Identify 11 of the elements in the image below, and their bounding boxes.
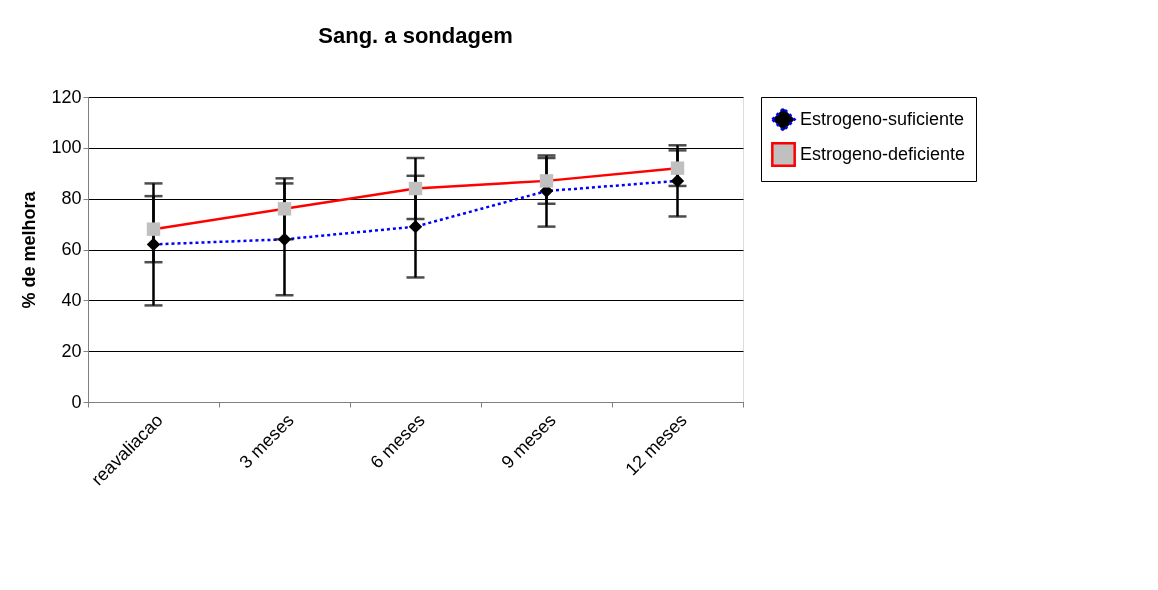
y-tick-label: 20 <box>61 340 82 361</box>
legend-label: Estrogeno-deficiente <box>800 143 966 164</box>
y-tick-label: 100 <box>51 137 82 158</box>
y-tick-label: 60 <box>61 239 82 259</box>
y-tick-label: 120 <box>51 86 82 107</box>
legend-label: Estrogeno-suficiente <box>800 108 965 129</box>
chart-title: Sang. a sondagem <box>318 23 513 48</box>
y-tick-label: 40 <box>61 289 82 310</box>
y-axis-title: % de melhora <box>19 190 40 309</box>
y-tick-label: 0 <box>71 391 82 412</box>
y-tick-label: 80 <box>61 188 82 209</box>
